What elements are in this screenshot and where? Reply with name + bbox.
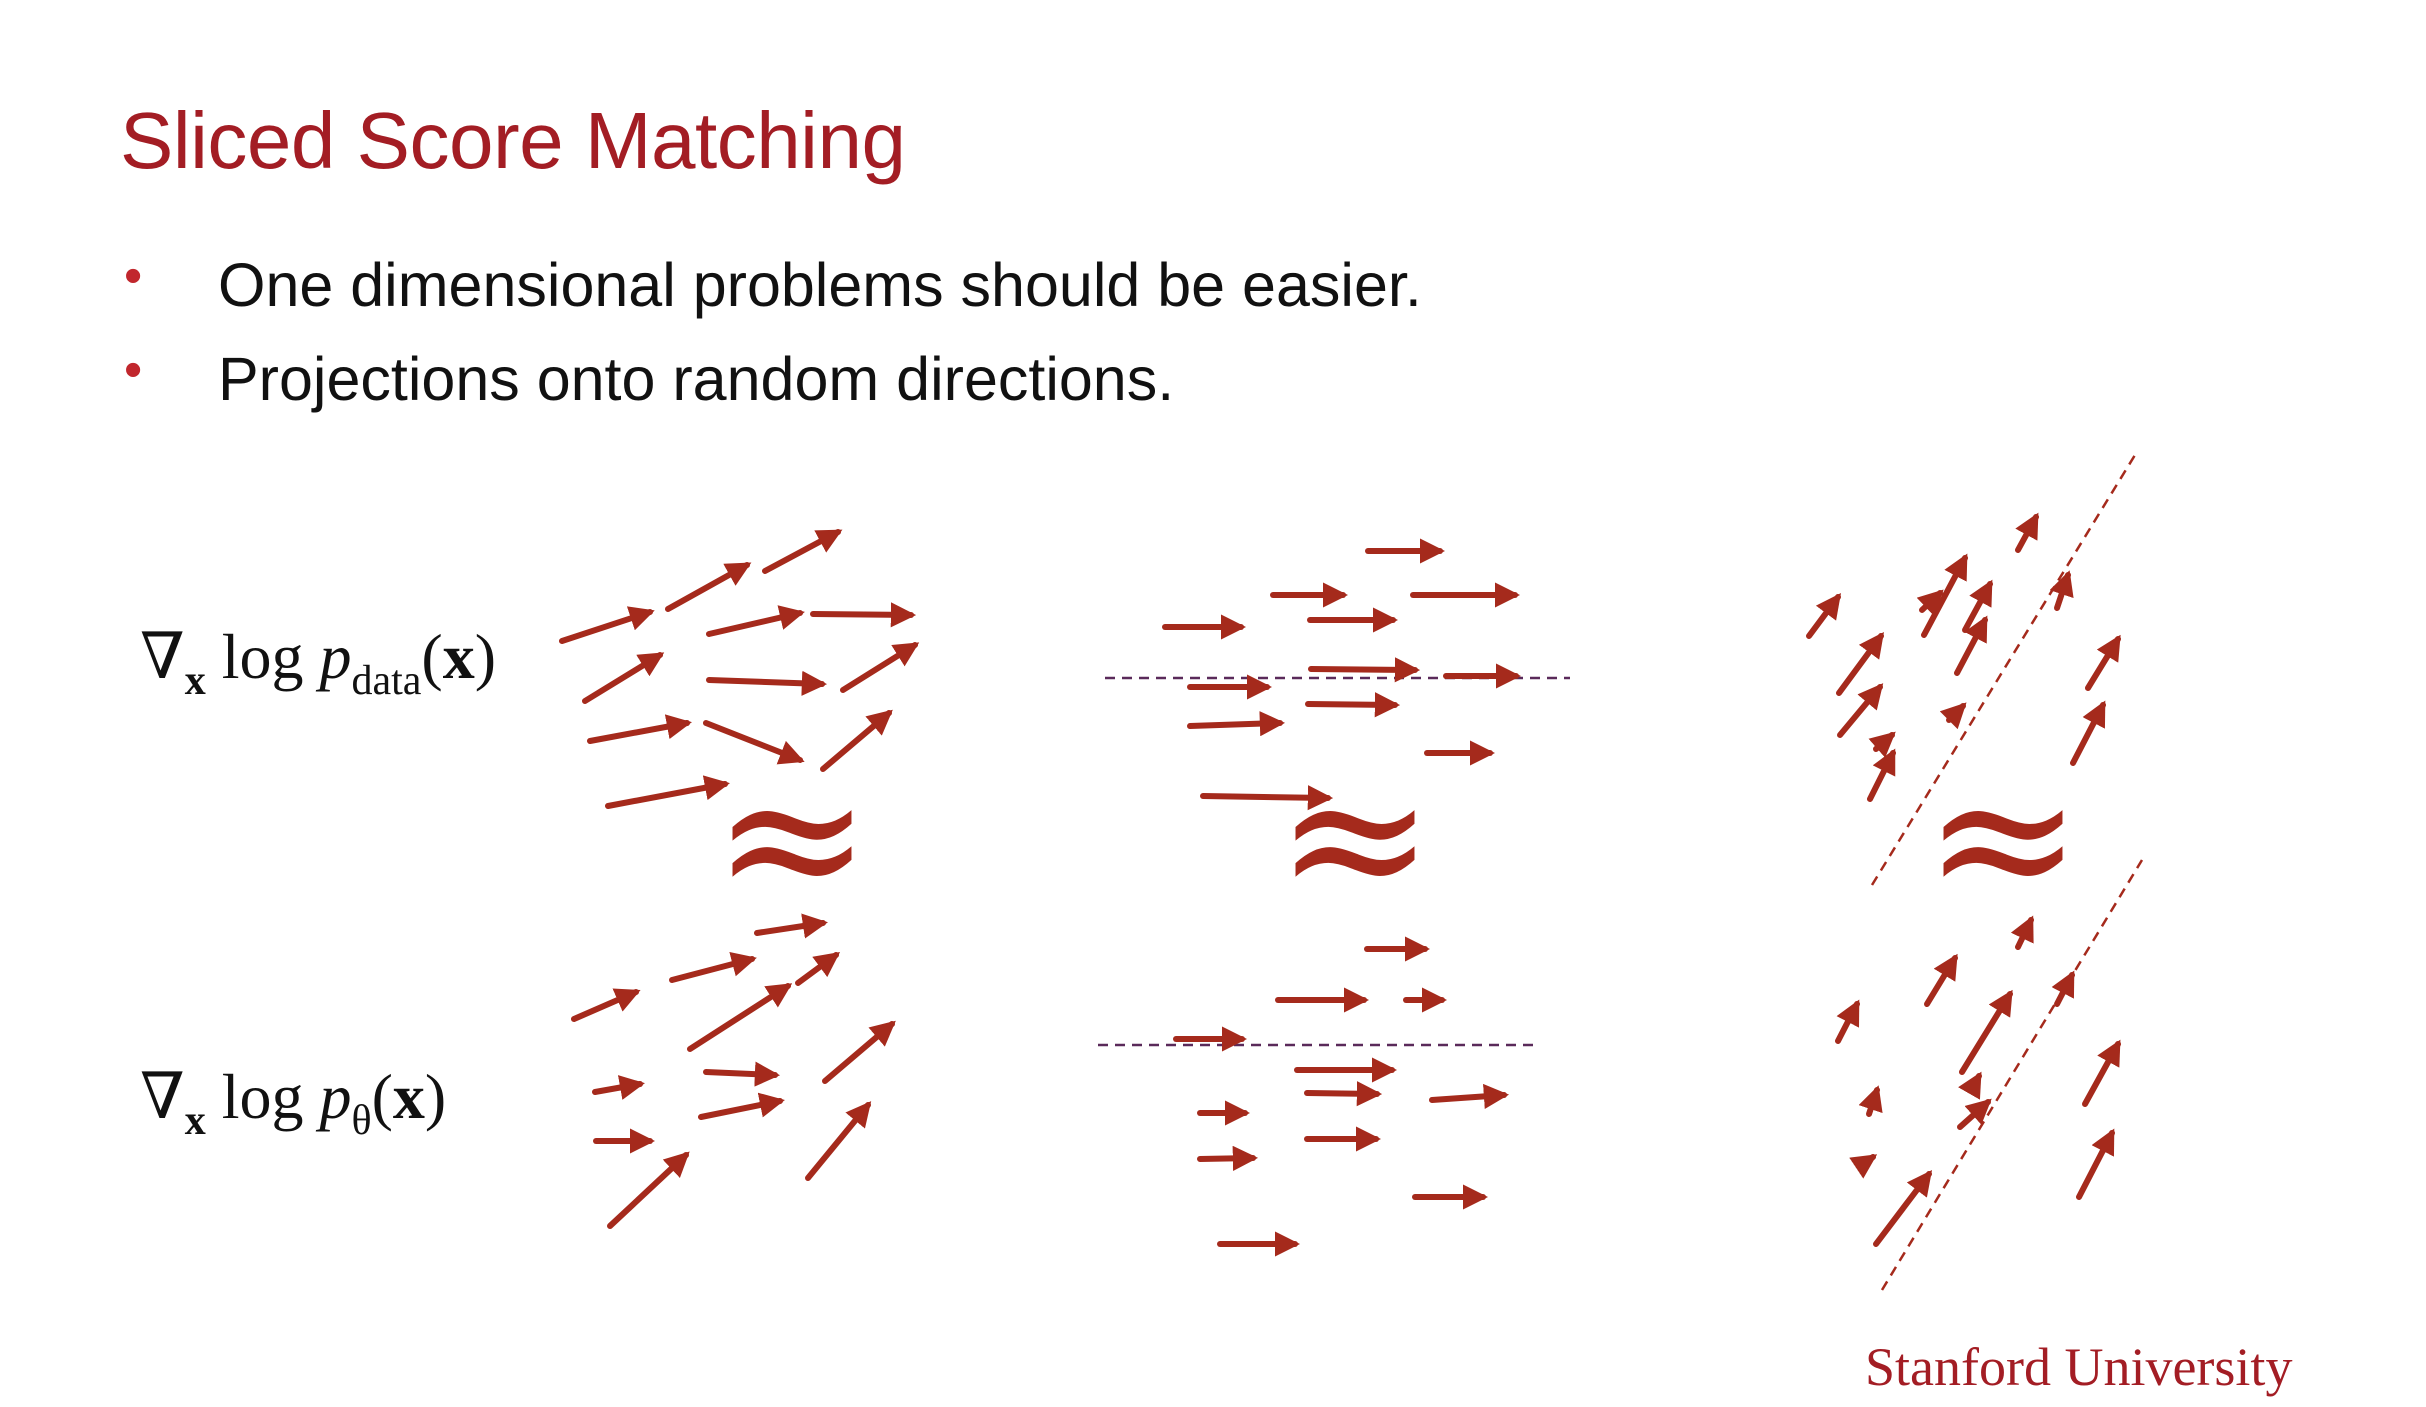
approx-symbol-left: ≈ <box>712 727 871 948</box>
model-score-formula: ∇x log pθ(x) <box>140 1060 446 1145</box>
right-arrow-icon <box>669 951 757 983</box>
right-arrow-icon <box>1200 785 1334 811</box>
right-arrow-icon <box>1308 657 1421 683</box>
right-arrow-icon <box>2076 1128 2115 1200</box>
right-arrow-icon <box>820 709 893 772</box>
right-arrow-icon <box>1957 1098 1992 1130</box>
nabla-symbol: ∇ <box>140 1061 185 1132</box>
right-arrow-icon <box>1916 589 1944 617</box>
right-arrow-icon <box>2070 700 2106 766</box>
paren-open: ( <box>421 621 443 692</box>
right-arrow-icon <box>1806 592 1842 639</box>
right-arrow-icon <box>587 714 692 744</box>
right-arrow-icon <box>2015 512 2039 553</box>
argument: x <box>442 621 475 692</box>
right-arrow-icon <box>840 642 920 693</box>
right-arrow-icon <box>1837 683 1884 738</box>
right-arrow-icon <box>1429 1083 1510 1109</box>
nabla-subscript: x <box>184 658 206 704</box>
right-arrow-icon <box>1867 748 1896 802</box>
p-subscript: data <box>351 658 422 704</box>
right-arrow-icon <box>2049 570 2074 611</box>
bullet-text: Projections onto random directions. <box>218 345 1175 413</box>
p-symbol: p <box>319 621 352 692</box>
right-arrow-icon <box>2082 1039 2121 1107</box>
right-arrow-icon <box>592 1075 645 1100</box>
right-arrow-icon <box>1836 631 1884 696</box>
paren-open: ( <box>371 1061 393 1132</box>
right-arrow-icon <box>762 529 843 574</box>
right-arrow-icon <box>795 952 841 986</box>
paren-close: ) <box>474 621 497 692</box>
right-arrow-icon <box>605 775 730 809</box>
arrow-field <box>559 512 2121 1257</box>
right-arrow-icon <box>571 988 641 1022</box>
right-arrow-icon <box>1873 1169 1933 1247</box>
right-arrow-icon <box>1305 692 1401 718</box>
right-arrow-icon <box>706 605 805 637</box>
nabla-subscript: x <box>184 1098 206 1144</box>
right-arrow-icon <box>1958 1071 1982 1100</box>
right-arrow-icon <box>687 983 793 1052</box>
right-arrow-icon <box>1868 731 1896 758</box>
right-arrow-icon <box>1954 615 1988 676</box>
right-arrow-icon <box>1939 702 1967 730</box>
right-arrow-icon <box>665 562 752 612</box>
p-subscript: θ <box>351 1098 372 1144</box>
right-arrow-icon <box>1304 1081 1383 1107</box>
right-arrow-icon <box>1197 1145 1259 1171</box>
right-arrow-icon <box>703 1061 781 1087</box>
nabla-symbol: ∇ <box>140 621 185 692</box>
bullet-dot-icon: • <box>124 341 143 399</box>
right-arrow-icon <box>607 1151 690 1229</box>
bullet-dot-icon: • <box>124 247 143 305</box>
right-arrow-icon <box>1858 1085 1883 1117</box>
right-arrow-icon <box>582 652 665 704</box>
right-arrow-icon <box>1849 1154 1878 1179</box>
university-logo-text: Stanford University <box>1865 1337 2293 1397</box>
paren-close: ) <box>424 1061 447 1132</box>
log-text: log <box>205 1061 320 1132</box>
right-arrow-icon <box>1959 989 2013 1075</box>
bullet-text: One dimensional problems should be easie… <box>218 251 1422 319</box>
p-symbol: p <box>319 1061 352 1132</box>
right-arrow-icon <box>1187 711 1286 737</box>
approx-symbol-right: ≈ <box>1923 727 2082 948</box>
slide-title: Sliced Score Matching <box>120 96 906 185</box>
right-arrow-icon <box>1921 553 1968 638</box>
right-arrow-icon <box>805 1101 872 1181</box>
data-score-formula: ∇x log pdata(x) <box>140 620 496 705</box>
approx-symbol-middle: ≈ <box>1275 727 1434 948</box>
right-arrow-icon <box>1835 999 1860 1044</box>
argument: x <box>392 1061 425 1132</box>
right-arrow-icon <box>698 1092 785 1120</box>
right-arrow-icon <box>754 913 828 939</box>
right-arrow-icon <box>559 606 655 644</box>
right-arrow-icon <box>2010 915 2034 950</box>
right-arrow-icon <box>822 1020 896 1084</box>
log-text: log <box>205 621 320 692</box>
right-arrow-icon <box>703 720 805 765</box>
right-arrow-icon <box>2051 970 2075 1007</box>
right-arrow-icon <box>810 602 917 628</box>
right-arrow-icon <box>706 670 828 696</box>
right-arrow-icon <box>2085 634 2121 691</box>
right-arrow-icon <box>1924 953 1958 1007</box>
projection-lines <box>1098 454 2144 1291</box>
